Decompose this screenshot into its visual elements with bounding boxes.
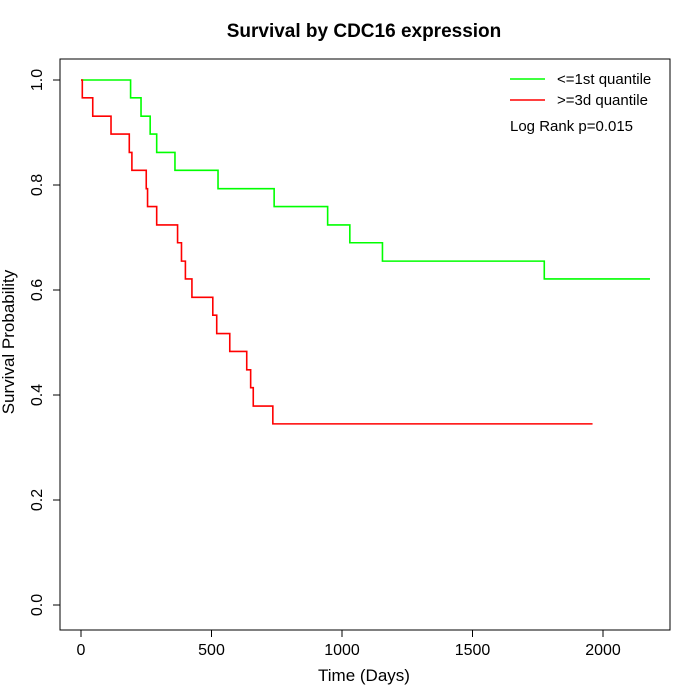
x-tick-label: 2000 (585, 642, 621, 659)
y-axis: 0.0 0.2 0.4 0.6 0.8 1.0 (29, 69, 61, 616)
chart-title: Survival by CDC16 expression (227, 21, 502, 42)
y-tick-label: 1.0 (29, 69, 46, 91)
series-layer (81, 79, 650, 425)
series-line-2 (81, 79, 593, 425)
legend-label-2: >=3d quantile (557, 92, 648, 109)
x-tick-label: 1000 (324, 642, 360, 659)
x-axis-label: Time (Days) (318, 666, 410, 685)
series-line-1 (81, 79, 650, 280)
y-tick-label: 0.2 (29, 489, 46, 511)
legend-label-1: <=1st quantile (557, 71, 651, 88)
y-axis-label: Survival Probability (0, 269, 18, 414)
x-tick-label: 0 (77, 642, 86, 659)
legend: <=1st quantile >=3d quantile (510, 71, 651, 109)
plot-frame (59, 58, 671, 631)
y-tick-label: 0.8 (29, 174, 46, 196)
y-tick-label: 0.6 (29, 279, 46, 301)
y-tick-label: 0.0 (29, 594, 46, 616)
y-tick-label: 0.4 (29, 384, 46, 406)
x-axis: 0 500 1000 1500 2000 (77, 629, 621, 659)
x-tick-label: 500 (198, 642, 225, 659)
log-rank-annotation: Log Rank p=0.015 (510, 118, 633, 135)
x-tick-label: 1500 (455, 642, 491, 659)
